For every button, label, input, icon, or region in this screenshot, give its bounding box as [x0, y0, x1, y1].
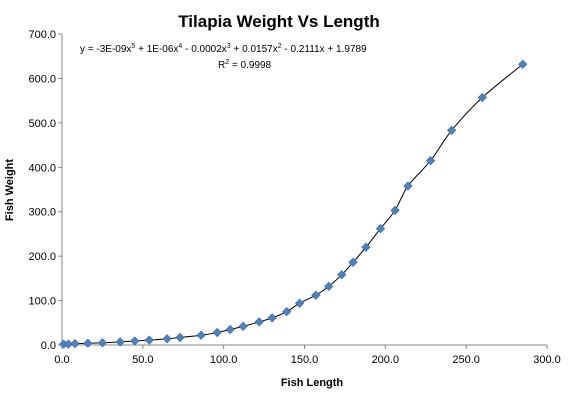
data-point-21 [348, 257, 358, 267]
data-points [58, 59, 528, 349]
x-tick-label: 150.0 [291, 354, 319, 366]
data-point-14 [254, 317, 264, 327]
y-tick-label: 100.0 [28, 296, 56, 308]
data-point-3 [83, 338, 93, 348]
data-point-15 [267, 313, 277, 323]
data-point-18 [311, 290, 321, 300]
data-point-5 [115, 337, 125, 347]
data-point-26 [425, 155, 436, 166]
x-axis-ticks: 0.0 50.0 100.0 150.0 200.0 250.0 300.0 [54, 345, 561, 366]
data-point-28 [477, 92, 487, 103]
y-tick-label: 700.0 [28, 29, 56, 41]
y-axis-title: Fish Weight [4, 159, 16, 221]
data-point-9 [175, 332, 185, 343]
x-tick-label: 250.0 [452, 354, 480, 366]
y-tick-label: 200.0 [28, 251, 56, 263]
data-point-4 [97, 338, 108, 348]
data-point-22 [361, 242, 371, 252]
x-tick-label: 50.0 [132, 354, 153, 366]
data-point-2 [70, 339, 80, 349]
data-point-17 [295, 298, 305, 308]
x-axis-title: Fish Length [281, 377, 344, 389]
data-point-19 [324, 281, 334, 291]
y-axis-ticks: 0.0 100.0 200.0 300.0 400.0 500.0 600.0 700.0 [28, 29, 62, 352]
y-tick-label: 500.0 [28, 118, 56, 130]
data-point-24 [390, 205, 400, 216]
x-tick-label: 300.0 [533, 354, 561, 366]
data-point-7 [144, 335, 154, 345]
data-point-27 [446, 125, 457, 136]
data-point-20 [337, 270, 347, 280]
chart-title: Tilapia Weight Vs Length [178, 12, 380, 31]
data-point-11 [212, 327, 222, 338]
data-point-29 [518, 59, 528, 69]
trendline [63, 63, 524, 345]
trendline-equation: y = -3E-09x5 + 1E-06x4 - 0.0002x3 + 0.01… [80, 43, 367, 55]
data-point-6 [130, 336, 140, 346]
data-point-16 [282, 307, 292, 317]
data-point-8 [162, 334, 172, 344]
y-tick-label: 400.0 [28, 162, 56, 174]
data-point-12 [225, 324, 235, 335]
r-squared-label: R2 = 0.9998 [218, 59, 272, 71]
y-tick-label: 300.0 [28, 207, 56, 219]
x-tick-label: 0.0 [54, 354, 69, 366]
x-tick-label: 100.0 [210, 354, 238, 366]
x-tick-label: 200.0 [372, 354, 400, 366]
y-tick-label: 0.0 [41, 340, 56, 352]
data-point-25 [403, 181, 413, 191]
data-point-23 [375, 223, 386, 234]
data-point-13 [238, 321, 248, 331]
y-tick-label: 600.0 [28, 73, 56, 85]
data-point-10 [196, 330, 206, 340]
